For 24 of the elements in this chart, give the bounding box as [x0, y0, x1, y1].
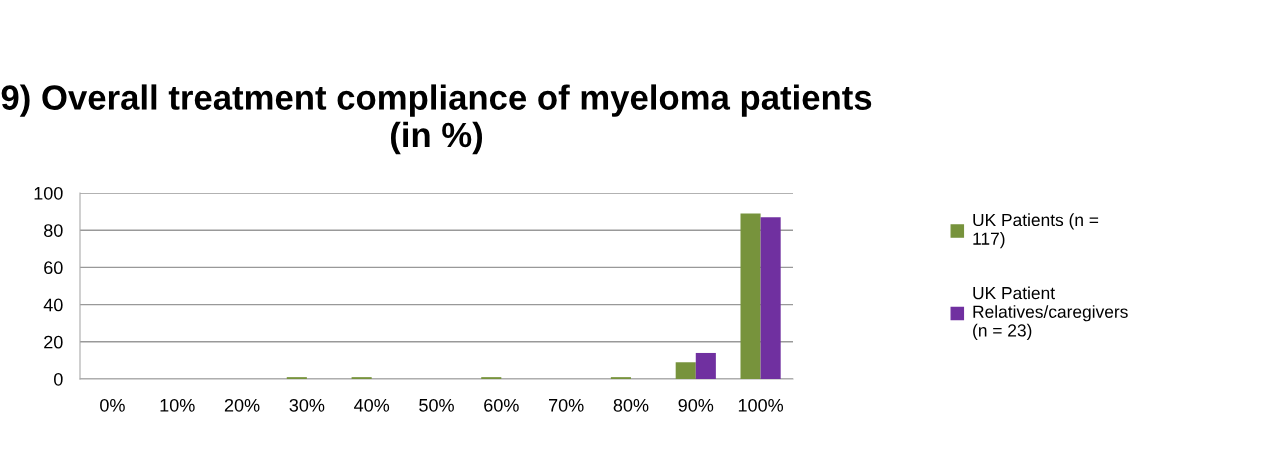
y-tick-label: 80 [44, 224, 63, 237]
bar [695, 352, 716, 379]
x-tick-label: 90% [678, 398, 714, 412]
x-tick-label: 60% [484, 398, 519, 412]
x-tick-label: 0% [100, 398, 125, 412]
x-tick-label: 30% [289, 398, 325, 412]
x-tick-label: 100% [738, 398, 784, 412]
bar [740, 213, 761, 379]
y-tick-label: 20 [44, 335, 63, 349]
chart-title: 9) Overall treatment compliance of myeloma patients (in %) [1, 84, 872, 155]
x-tick-label: 50% [419, 398, 454, 412]
y-tick-label: 100 [34, 186, 63, 200]
y-tick-label: 0 [54, 372, 63, 386]
x-tick-label: 40% [354, 398, 390, 412]
bar [675, 362, 696, 379]
y-tick-label: 40 [43, 298, 63, 312]
y-tick-label: 60 [44, 261, 63, 275]
x-tick-label: 80% [613, 398, 649, 412]
legend-label: UK Patients (n = 117) [973, 213, 1099, 249]
legend-label: UK Patient Relatives/caregivers (n = 23) [973, 286, 1128, 341]
bar [760, 217, 781, 379]
x-tick-label: 10% [160, 398, 195, 412]
x-tick-label: 20% [224, 398, 260, 412]
x-tick-label: 70% [548, 398, 584, 412]
